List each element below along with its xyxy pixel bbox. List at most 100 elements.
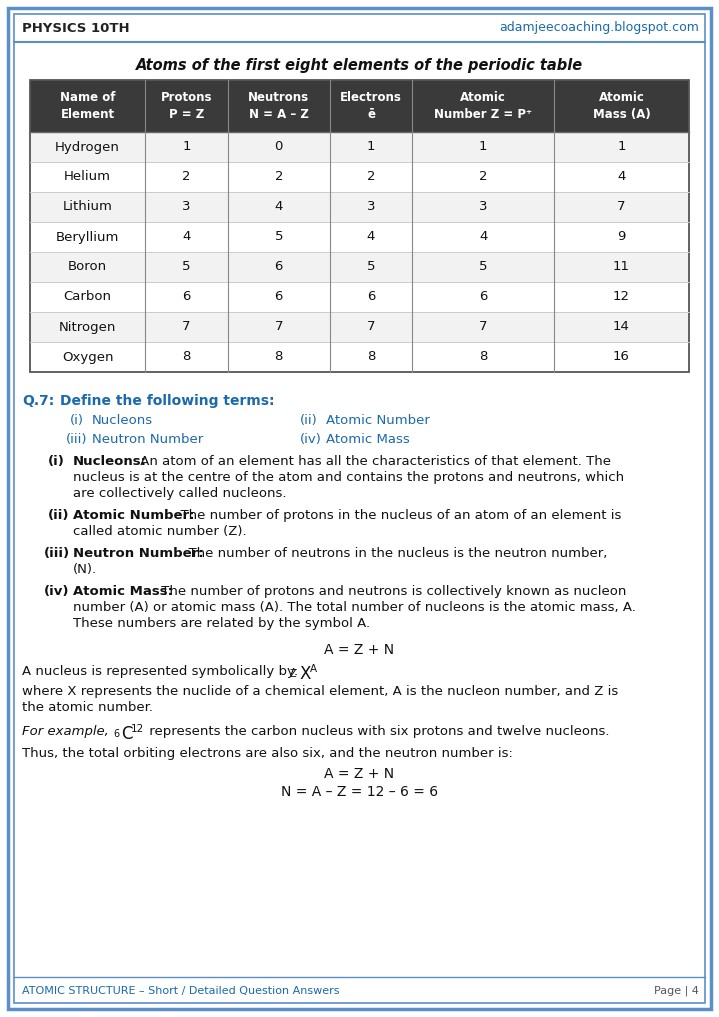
Text: (iv): (iv) bbox=[300, 433, 322, 446]
Text: 7: 7 bbox=[182, 320, 191, 334]
Text: 0: 0 bbox=[275, 140, 283, 154]
Text: 5: 5 bbox=[275, 231, 283, 243]
Text: 4: 4 bbox=[618, 171, 626, 183]
Text: 6: 6 bbox=[367, 291, 375, 303]
Text: 7: 7 bbox=[275, 320, 283, 334]
Text: A: A bbox=[310, 664, 317, 674]
Text: 3: 3 bbox=[367, 200, 375, 214]
Text: Beryllium: Beryllium bbox=[56, 231, 119, 243]
Text: Lithium: Lithium bbox=[63, 200, 113, 214]
Text: 8: 8 bbox=[367, 351, 375, 363]
Text: Neutron Number: Neutron Number bbox=[92, 433, 203, 446]
Text: Atomic Number:: Atomic Number: bbox=[73, 508, 195, 522]
Text: The number of neutrons in the nucleus is the neutron number,: The number of neutrons in the nucleus is… bbox=[180, 547, 608, 560]
Text: 3: 3 bbox=[182, 200, 191, 214]
Text: (ii): (ii) bbox=[48, 508, 70, 522]
Text: 4: 4 bbox=[183, 231, 191, 243]
Text: N = A – Z = 12 – 6 = 6: N = A – Z = 12 – 6 = 6 bbox=[281, 785, 438, 799]
Text: 5: 5 bbox=[182, 260, 191, 274]
Text: (N).: (N). bbox=[73, 563, 97, 576]
Text: A nucleus is represented symbolically by:: A nucleus is represented symbolically by… bbox=[22, 665, 298, 678]
Text: 6: 6 bbox=[275, 260, 283, 274]
Text: Page | 4: Page | 4 bbox=[654, 985, 699, 997]
Text: Carbon: Carbon bbox=[64, 291, 111, 303]
Text: 7: 7 bbox=[617, 200, 626, 214]
Text: (i): (i) bbox=[70, 414, 84, 427]
Bar bbox=[30, 162, 689, 192]
Bar bbox=[30, 312, 689, 342]
Text: 1: 1 bbox=[617, 140, 626, 154]
Text: 8: 8 bbox=[183, 351, 191, 363]
Text: 8: 8 bbox=[479, 351, 487, 363]
Text: Atoms of the first eight elements of the periodic table: Atoms of the first eight elements of the… bbox=[136, 58, 583, 73]
Text: the atomic number.: the atomic number. bbox=[22, 701, 153, 714]
Text: Helium: Helium bbox=[64, 171, 111, 183]
Text: 7: 7 bbox=[367, 320, 375, 334]
Text: These numbers are related by the symbol A.: These numbers are related by the symbol … bbox=[73, 617, 370, 630]
Text: 3: 3 bbox=[479, 200, 487, 214]
Text: Q.7:: Q.7: bbox=[22, 394, 54, 408]
Text: 2: 2 bbox=[182, 171, 191, 183]
Text: ATOMIC STRUCTURE – Short / Detailed Question Answers: ATOMIC STRUCTURE – Short / Detailed Ques… bbox=[22, 986, 339, 996]
Text: 7: 7 bbox=[479, 320, 487, 334]
Bar bbox=[30, 192, 689, 222]
Text: C: C bbox=[121, 725, 132, 743]
Text: 8: 8 bbox=[275, 351, 283, 363]
Text: where X represents the nuclide of a chemical element, A is the nucleon number, a: where X represents the nuclide of a chem… bbox=[22, 685, 618, 698]
Text: Define the following terms:: Define the following terms: bbox=[60, 394, 275, 408]
Text: 4: 4 bbox=[367, 231, 375, 243]
Text: Electrons
ē: Electrons ē bbox=[340, 91, 402, 121]
Text: 2: 2 bbox=[275, 171, 283, 183]
Text: 12: 12 bbox=[131, 724, 145, 734]
Text: A = Z + N: A = Z + N bbox=[324, 767, 395, 781]
Text: (iii): (iii) bbox=[66, 433, 88, 446]
Text: Boron: Boron bbox=[68, 260, 107, 274]
Text: 1: 1 bbox=[479, 140, 487, 154]
Text: 9: 9 bbox=[618, 231, 626, 243]
Text: 5: 5 bbox=[479, 260, 487, 274]
Text: Atomic
Number Z = P⁺: Atomic Number Z = P⁺ bbox=[434, 91, 532, 121]
Bar bbox=[30, 342, 689, 372]
Text: (i): (i) bbox=[48, 455, 65, 468]
Text: Atomic Mass: Atomic Mass bbox=[326, 433, 410, 446]
Text: PHYSICS 10TH: PHYSICS 10TH bbox=[22, 21, 129, 35]
Text: represents the carbon nucleus with six protons and twelve nucleons.: represents the carbon nucleus with six p… bbox=[145, 725, 610, 738]
Text: Thus, the total orbiting electrons are also six, and the neutron number is:: Thus, the total orbiting electrons are a… bbox=[22, 747, 513, 760]
Text: Atomic Number: Atomic Number bbox=[326, 414, 430, 427]
Text: 2: 2 bbox=[479, 171, 487, 183]
Text: 6: 6 bbox=[275, 291, 283, 303]
Text: X: X bbox=[299, 665, 311, 683]
Text: The number of protons and neutrons is collectively known as nucleon: The number of protons and neutrons is co… bbox=[157, 585, 626, 598]
Text: adamjeecoaching.blogspot.com: adamjeecoaching.blogspot.com bbox=[499, 21, 699, 35]
Text: 1: 1 bbox=[182, 140, 191, 154]
Bar bbox=[30, 80, 689, 372]
Text: 6: 6 bbox=[113, 729, 119, 739]
Bar bbox=[30, 132, 689, 162]
Text: Nitrogen: Nitrogen bbox=[59, 320, 116, 334]
Text: Atomic
Mass (A): Atomic Mass (A) bbox=[592, 91, 650, 121]
Text: 5: 5 bbox=[367, 260, 375, 274]
Text: 12: 12 bbox=[613, 291, 630, 303]
Text: nucleus is at the centre of the atom and contains the protons and neutrons, whic: nucleus is at the centre of the atom and… bbox=[73, 471, 624, 484]
Bar bbox=[30, 222, 689, 252]
Text: 14: 14 bbox=[613, 320, 630, 334]
Bar bbox=[30, 80, 689, 132]
Text: 4: 4 bbox=[479, 231, 487, 243]
Text: 4: 4 bbox=[275, 200, 283, 214]
Bar bbox=[30, 282, 689, 312]
Text: Nucleons: Nucleons bbox=[92, 414, 153, 427]
Text: 6: 6 bbox=[183, 291, 191, 303]
Text: called atomic number (Z).: called atomic number (Z). bbox=[73, 525, 247, 538]
Text: 2: 2 bbox=[367, 171, 375, 183]
Text: (iv): (iv) bbox=[44, 585, 70, 598]
Text: Hydrogen: Hydrogen bbox=[55, 140, 120, 154]
Bar bbox=[30, 252, 689, 282]
Text: An atom of an element has all the characteristics of that element. The: An atom of an element has all the charac… bbox=[136, 455, 611, 468]
Text: Oxygen: Oxygen bbox=[62, 351, 114, 363]
Text: A = Z + N: A = Z + N bbox=[324, 643, 395, 657]
Text: Atomic Mass:: Atomic Mass: bbox=[73, 585, 173, 598]
Text: Neutron Number:: Neutron Number: bbox=[73, 547, 203, 560]
Text: (ii): (ii) bbox=[300, 414, 318, 427]
Text: (iii): (iii) bbox=[44, 547, 70, 560]
Text: Name of
Element: Name of Element bbox=[60, 91, 116, 121]
